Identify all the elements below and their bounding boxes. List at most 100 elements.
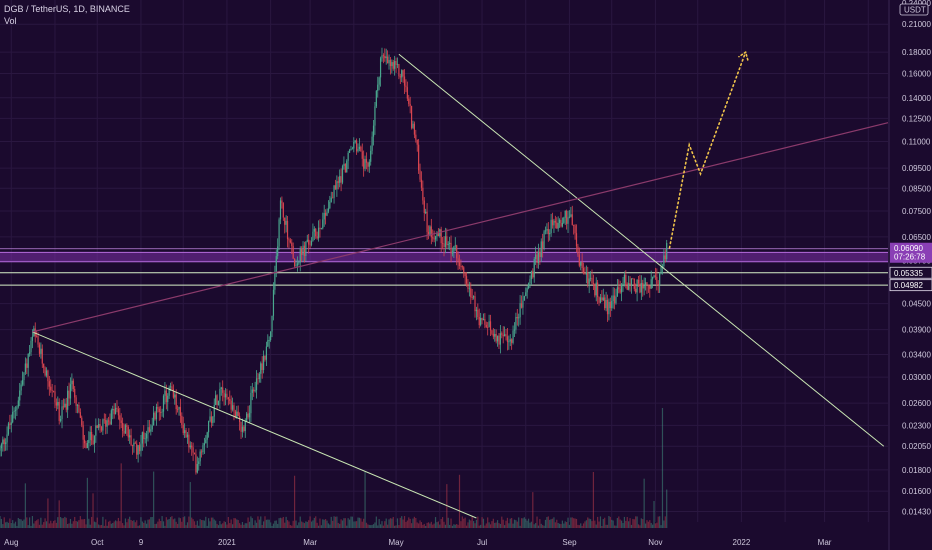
volume-bar — [71, 523, 73, 528]
candle-body — [301, 248, 303, 255]
candle-body — [652, 276, 654, 280]
price-tick-label: 0.02050 — [902, 442, 931, 451]
candle-body — [432, 237, 434, 239]
level-tag-2 — [889, 279, 932, 292]
volume-bar — [422, 524, 424, 528]
candle-body — [467, 283, 469, 289]
candle-body — [544, 230, 547, 232]
volume-bar — [336, 516, 338, 528]
symbol-title[interactable]: DGB / TetherUS, 1D, BINANCE — [4, 4, 130, 14]
candle-body — [325, 212, 327, 216]
axes: 0.21000 0.18000 0.16000 0.14000 0.12500 0.110… — [4, 0, 932, 550]
volume-bar — [312, 520, 314, 528]
candle-body — [618, 287, 620, 290]
candle-body — [20, 384, 22, 391]
candle-body — [293, 258, 296, 267]
volume-indicator-label[interactable]: Vol — [4, 16, 17, 26]
candle-body — [29, 352, 31, 354]
candle-body — [57, 401, 59, 406]
candle-body — [628, 283, 630, 290]
candle-body — [468, 288, 470, 290]
volume-bar — [425, 525, 427, 528]
volume-bar — [621, 520, 623, 528]
volume-bar — [326, 520, 328, 528]
candle-body — [195, 454, 197, 473]
volume-bar — [581, 525, 583, 528]
candle-body — [532, 271, 534, 278]
volume-bar — [343, 518, 345, 528]
volume-bar — [566, 522, 568, 528]
volume-bar — [261, 525, 263, 528]
volume-bar — [81, 519, 83, 528]
candle-body — [437, 233, 439, 237]
volume-bar — [460, 521, 462, 528]
candle-body — [574, 225, 576, 234]
candle-body — [124, 425, 127, 434]
candle-body — [384, 55, 386, 59]
candle-body — [45, 370, 48, 376]
volume-bar — [643, 478, 645, 528]
candle-body — [143, 432, 145, 439]
candle-body — [203, 443, 205, 446]
candle-body — [401, 70, 403, 78]
volume-bar — [661, 408, 664, 528]
volume-bar — [61, 518, 63, 528]
candle-body — [495, 333, 497, 342]
volume-bar — [499, 524, 501, 528]
candle-body — [285, 220, 287, 225]
candle-body — [117, 408, 119, 416]
volume-bar — [171, 516, 173, 528]
volume-bar — [467, 522, 469, 528]
candle-body — [520, 303, 523, 308]
volume-bar — [379, 524, 382, 528]
volume-bar — [10, 522, 12, 528]
volume-bar — [353, 521, 355, 528]
candle-body — [250, 392, 252, 414]
volume-bar — [43, 522, 45, 528]
volume-bar — [258, 519, 260, 528]
candle-body — [637, 279, 640, 284]
candle-body — [640, 282, 642, 293]
volume-bar — [491, 521, 493, 528]
candle-body — [619, 289, 621, 293]
volume-bar — [215, 520, 217, 528]
candle-body — [629, 283, 631, 285]
volume-bar — [409, 518, 411, 528]
volume-bar — [30, 525, 32, 528]
volume-bar — [193, 521, 196, 528]
candle-body — [188, 434, 190, 448]
volume-bar — [52, 521, 55, 528]
volume-bar — [186, 522, 189, 528]
candle-body — [154, 412, 156, 420]
price-tick-label: 0.07500 — [902, 207, 931, 216]
volume-bar — [640, 518, 642, 528]
price-tick-label: 0.12500 — [902, 114, 931, 123]
candle-body — [353, 141, 355, 149]
candle-body — [556, 222, 558, 229]
volume-bar — [120, 463, 122, 528]
volume-bar — [250, 516, 252, 528]
volume-bar — [91, 516, 93, 528]
volume-bar — [131, 520, 134, 528]
candle-body — [122, 422, 124, 431]
volume-bar — [560, 524, 562, 528]
candle-body — [471, 297, 473, 299]
volume-bar — [271, 525, 273, 528]
volume-bar — [244, 523, 246, 528]
candle-body — [506, 336, 509, 342]
candle-body — [547, 229, 549, 235]
volume-bar — [317, 525, 320, 528]
volume-bar — [229, 523, 231, 528]
volume-bar — [220, 524, 222, 528]
volume-bar — [406, 520, 408, 528]
candle-body — [412, 123, 414, 128]
candle-body — [298, 262, 300, 264]
volume-bar — [224, 521, 227, 528]
candle-body — [255, 378, 258, 391]
candle-body — [666, 243, 668, 260]
volume-bar — [31, 516, 34, 528]
candle-body — [653, 275, 655, 277]
volume-bar — [340, 519, 342, 528]
volume-bar — [16, 525, 18, 528]
